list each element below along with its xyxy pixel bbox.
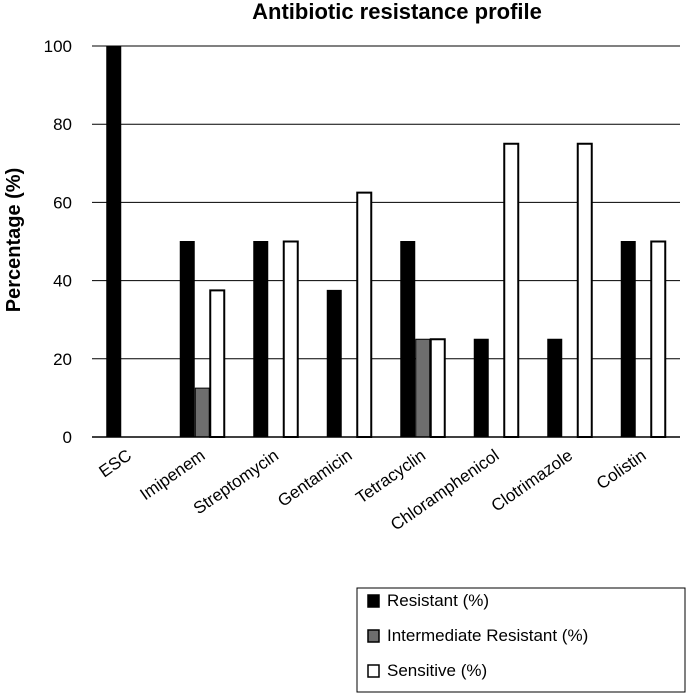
bar-resistant-imipenem (179, 241, 195, 438)
category-labels: ESC ImipenemStreptomycinGentamicinTetracy… (96, 446, 650, 535)
bar-sensitive-gentamicin (356, 191, 373, 438)
y-tick-label: 40 (53, 272, 72, 291)
category-label: ESC (96, 446, 136, 482)
y-tick-label: 20 (53, 350, 72, 369)
legend: Resistant (%) Intermediate Resistant (%) S… (356, 587, 686, 693)
bar-sensitive-streptomycin (282, 240, 299, 438)
legend-box (356, 587, 686, 693)
y-tick-label: 100 (44, 37, 72, 56)
chart-title: Antibiotic resistance profile (252, 0, 542, 24)
category-label: Imipenem (137, 446, 209, 504)
category-label: Gentamicin (274, 446, 355, 511)
y-ticks: 0 20 40 60 80 100 (44, 37, 72, 447)
bar-resistant-tetracyclin (400, 241, 416, 438)
legend-label: Sensitive (%) (387, 661, 487, 680)
legend-swatch (367, 594, 380, 608)
category-label: Clotrimazole (488, 446, 576, 516)
bar-sensitive-imipenem (209, 289, 226, 438)
legend-swatch (367, 629, 380, 643)
bar-intermediate-resistant-imipenem (194, 387, 210, 438)
bar-sensitive-colistin (650, 240, 667, 438)
bar-sensitive-clotrimazole (576, 142, 593, 438)
bars (106, 45, 667, 438)
y-tick-label: 80 (53, 115, 72, 134)
bar-resistant-streptomycin (253, 241, 269, 438)
y-axis-label: Percentage (%) (3, 168, 25, 313)
bar-sensitive-chloramphenicol (503, 142, 520, 438)
y-tick-label: 0 (63, 428, 72, 447)
bar-resistant-gentamicin (326, 289, 342, 438)
legend-swatch (367, 664, 380, 678)
category-label: Colistin (593, 446, 650, 494)
bar-sensitive-tetracyclin (429, 338, 446, 438)
y-tick-label: 60 (53, 193, 72, 212)
legend-label: Intermediate Resistant (%) (387, 626, 588, 645)
bar-resistant-esc (106, 45, 122, 438)
bar-resistant-colistin (620, 241, 636, 438)
bar-intermediate-resistant-tetracyclin (415, 338, 431, 438)
bar-resistant-clotrimazole (547, 338, 563, 438)
bar-resistant-chloramphenicol (473, 338, 489, 438)
legend-label: Resistant (%) (387, 591, 489, 610)
